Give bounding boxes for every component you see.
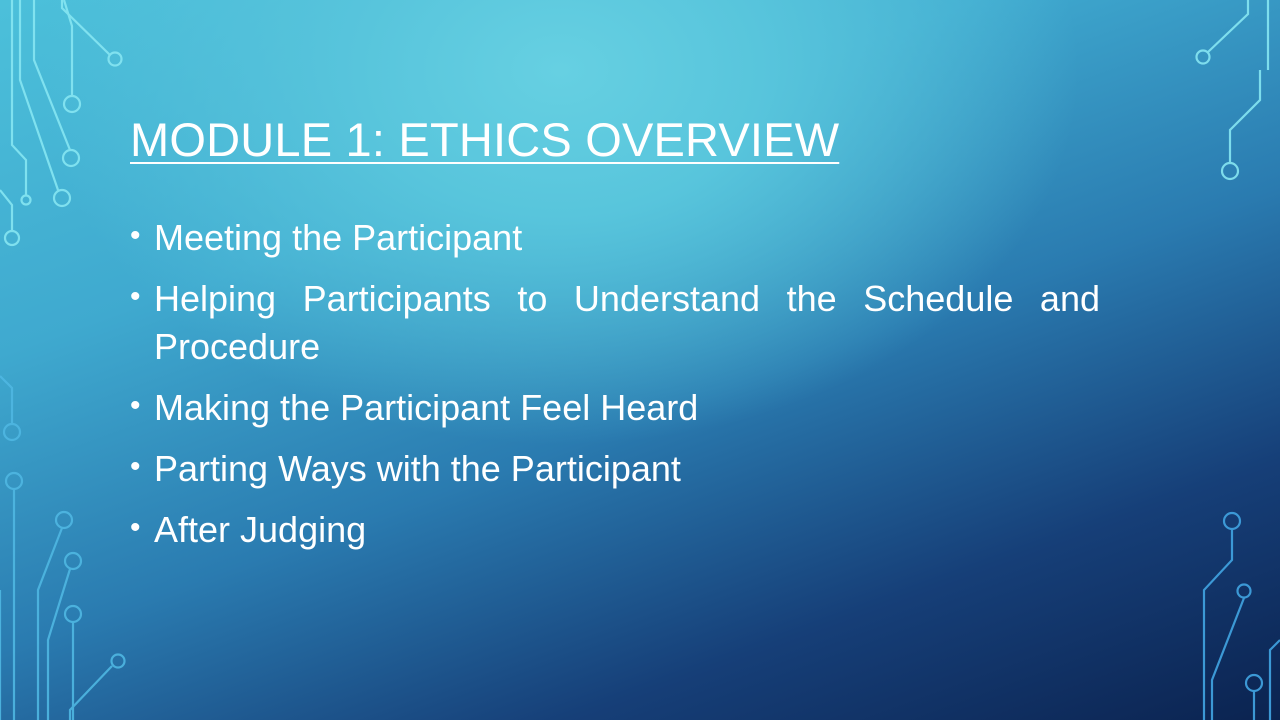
bullet-text: Meeting the Participant xyxy=(154,214,1100,262)
bullet-dot-icon: • xyxy=(130,382,141,430)
slide-title: MODULE 1: ETHICS OVERVIEW xyxy=(130,112,839,167)
bullet-text: Parting Ways with the Participant xyxy=(154,445,1100,493)
bullet-text: Making the Participant Feel Heard xyxy=(154,384,1100,432)
bullet-item: • Parting Ways with the Participant xyxy=(130,445,1100,493)
bullet-dot-icon: • xyxy=(130,273,141,321)
bullet-list: • Meeting the Participant • Helping Part… xyxy=(130,214,1100,567)
bullet-dot-icon: • xyxy=(130,212,141,260)
bullet-dot-icon: • xyxy=(130,504,141,552)
bullet-item: • After Judging xyxy=(130,506,1100,554)
bullet-dot-icon: • xyxy=(130,443,141,491)
bullet-text: Helping Participants to Understand the S… xyxy=(154,275,1100,371)
bullet-item: • Making the Participant Feel Heard xyxy=(130,384,1100,432)
bullet-item: • Meeting the Participant xyxy=(130,214,1100,262)
bullet-text: After Judging xyxy=(154,506,1100,554)
bullet-item: • Helping Participants to Understand the… xyxy=(130,275,1100,371)
